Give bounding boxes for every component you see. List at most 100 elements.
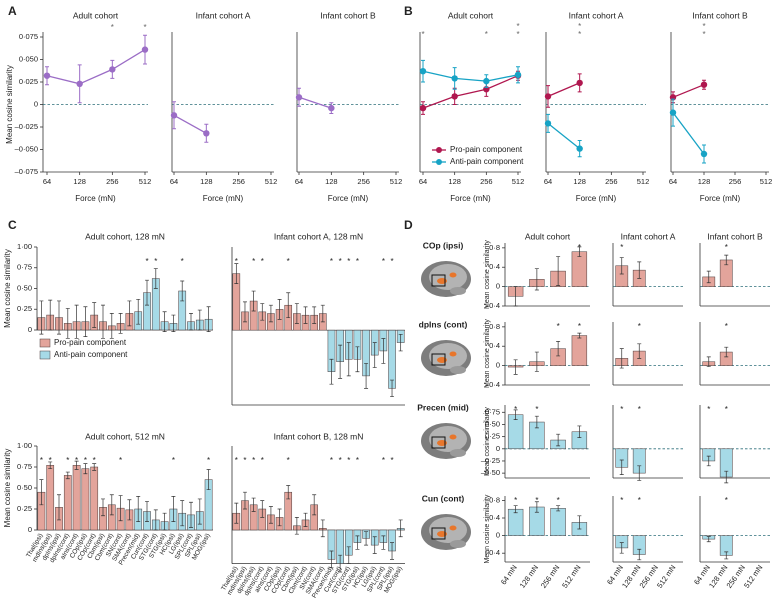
significance-star: *: [339, 257, 342, 266]
chart-title: Infant cohort A: [196, 10, 251, 20]
error-bar: [197, 309, 202, 331]
error-bar: [74, 304, 79, 339]
brain-image: [431, 274, 446, 287]
brain-image: [450, 287, 466, 295]
error-bar: [355, 346, 360, 373]
line: [173, 114, 207, 134]
brain-image: [429, 517, 467, 543]
error-bar: [206, 306, 211, 333]
significance-star: *: [154, 257, 157, 266]
y-tick-label: 0·50: [17, 483, 32, 492]
error-bar: [346, 342, 351, 377]
significance-star: *: [84, 456, 87, 465]
significance-star: *: [578, 322, 581, 331]
y-tick-label: –0·50: [481, 468, 500, 477]
error-bar: [268, 304, 273, 323]
error-bar: [74, 460, 79, 470]
significance-star: *: [339, 456, 342, 465]
error-bar: [268, 506, 273, 524]
line: [672, 112, 705, 155]
error-bar: [724, 254, 729, 266]
error-bar: [171, 314, 176, 333]
y-tick-label: 0·50: [17, 283, 32, 292]
significance-star: *: [620, 405, 623, 414]
panel-label: A: [8, 4, 17, 18]
x-tick-label: 512 mN: [560, 563, 582, 590]
x-tick-label: 512: [390, 177, 403, 186]
marker: [419, 104, 427, 112]
error-bar: [364, 531, 369, 546]
x-tick-label: 128: [448, 177, 461, 186]
significance-star: *: [382, 456, 385, 465]
error-bar: [381, 338, 386, 364]
significance-star: *: [390, 257, 393, 266]
x-tick-label: 512: [760, 177, 773, 186]
x-tick-label: 64: [295, 177, 303, 186]
error-bar: [109, 313, 114, 339]
error-bar: [189, 313, 193, 331]
x-tick-label: 64: [419, 177, 427, 186]
marker: [700, 81, 708, 88]
error-bar: [251, 290, 256, 312]
significance-star: *: [702, 30, 705, 39]
y-axis-label: Mean cosine similarity: [3, 449, 12, 528]
error-bar: [372, 536, 377, 554]
bar: [90, 466, 99, 531]
legend-label: Anti-pain component: [450, 157, 524, 166]
significance-star: *: [75, 456, 78, 465]
x-tick-label: 256: [106, 177, 119, 186]
error-bar: [234, 502, 239, 524]
error-bar: [637, 465, 642, 481]
significance-star: *: [347, 456, 350, 465]
marker: [544, 120, 552, 127]
significance-star: *: [638, 405, 641, 414]
error-bar: [39, 300, 44, 335]
error-bar: [101, 498, 105, 517]
error-bar: [206, 469, 211, 491]
x-tick-label: 64: [170, 177, 178, 186]
error-bar: [534, 501, 539, 513]
chart-title: Adult cohort: [73, 10, 119, 20]
error-bar: [706, 356, 711, 367]
significance-star: *: [725, 322, 728, 331]
region-label: Cun (cont): [422, 493, 465, 503]
significance-star: *: [557, 496, 560, 505]
error-bar: [637, 261, 642, 279]
brain-image: [450, 449, 466, 457]
x-tick-label: 64: [544, 177, 552, 186]
error-bar: [724, 346, 729, 358]
significance-star: *: [347, 257, 350, 266]
error-bar: [83, 463, 88, 475]
error-bar: [390, 542, 395, 560]
panel-label: B: [404, 4, 413, 18]
marker: [544, 93, 552, 100]
error-bar: [637, 548, 642, 561]
significance-star: *: [707, 405, 710, 414]
x-axis-label: Force (mN): [576, 194, 617, 203]
y-tick-label: 0·075: [19, 32, 38, 41]
legend-label: Anti-pain component: [54, 350, 128, 359]
legend-marker: [436, 147, 442, 153]
brain-image: [429, 264, 467, 290]
error-bar: [136, 496, 141, 522]
marker: [295, 94, 303, 101]
error-bar: [637, 343, 642, 359]
error-bar: [724, 551, 729, 560]
y-axis-label: Mean cosine similarity: [484, 407, 491, 476]
significance-star: *: [235, 456, 238, 465]
brain-image: [431, 353, 446, 366]
significance-star: *: [725, 243, 728, 252]
x-tick-label: 128 mN: [518, 563, 540, 590]
brain-image: [449, 434, 457, 440]
y-tick-label: 0: [496, 282, 500, 291]
error-bar: [242, 491, 247, 510]
error-bar: [513, 409, 518, 420]
x-tick-label: 128: [573, 177, 586, 186]
brain-image: [429, 343, 467, 369]
significance-star: *: [535, 496, 538, 505]
significance-star: *: [620, 496, 623, 505]
chart-title: Adult cohort: [525, 231, 571, 241]
error-bar: [556, 433, 561, 447]
y-axis-label: Mean cosine similarity: [484, 494, 491, 563]
error-bar: [338, 554, 343, 573]
